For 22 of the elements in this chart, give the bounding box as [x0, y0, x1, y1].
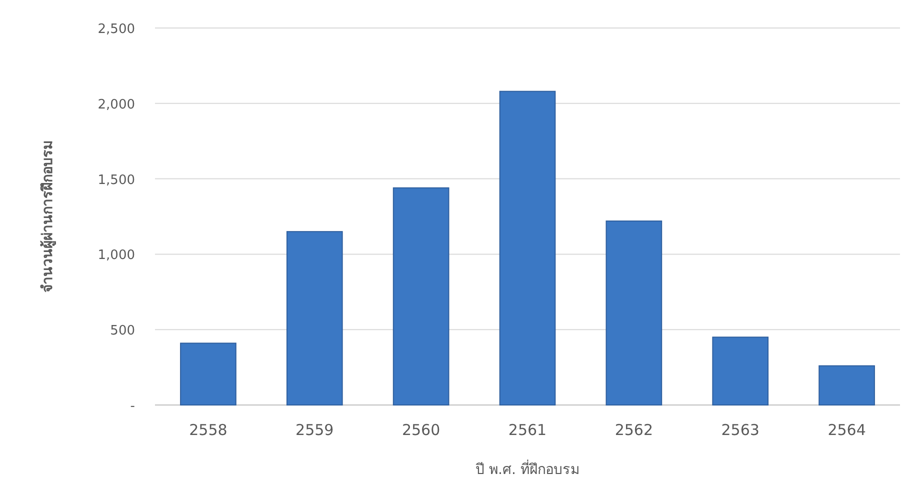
y-tick-label: 2,000: [98, 97, 135, 112]
x-tick-label: 2564: [828, 421, 866, 439]
bar: [286, 231, 343, 406]
x-tick-label: 2563: [721, 421, 760, 439]
bar: [818, 365, 875, 406]
bar: [180, 342, 236, 406]
bar: [712, 336, 769, 406]
bar: [606, 220, 662, 406]
y-tick-label: -: [130, 399, 136, 414]
y-tick-label: 500: [110, 324, 135, 339]
x-tick-label: 2558: [189, 421, 228, 439]
bar: [499, 90, 556, 406]
x-tick-label: 2562: [614, 421, 654, 439]
x-axis-title: ปี พ.ศ. ที่ฝึกอบรม: [476, 460, 580, 478]
bar: [392, 187, 450, 406]
y-tick-label: 2,500: [98, 22, 135, 37]
y-axis-title: จำนวนผู้ผ่านการฝึกอบรม: [39, 140, 56, 292]
x-tick-label: 2560: [402, 421, 440, 439]
x-tick-label: 2561: [508, 421, 547, 439]
x-tick-label: 2559: [296, 421, 334, 439]
y-tick-label: 1,500: [98, 172, 135, 188]
y-tick-label: 1,000: [98, 248, 135, 264]
